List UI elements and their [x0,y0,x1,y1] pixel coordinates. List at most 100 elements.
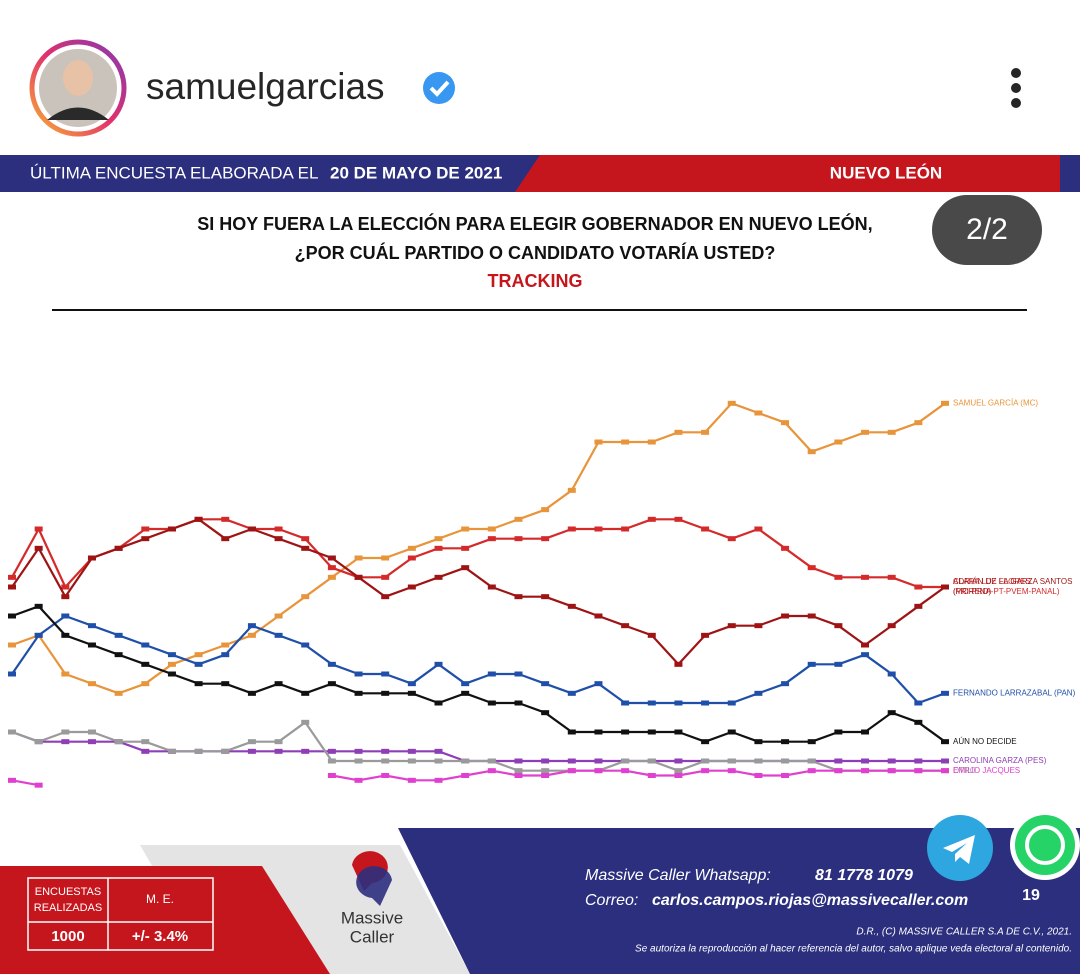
point [327,748,336,754]
more-menu[interactable] [1011,68,1021,108]
point [301,719,310,725]
point [887,574,896,580]
logo-icon [356,866,392,906]
point [781,613,790,619]
avatar-suit [47,107,109,120]
series-line [11,721,945,772]
note: Se autoriza la reproducción al hacer ref… [635,944,1072,955]
point [834,439,843,445]
point [274,739,283,745]
table-header: M. E. [146,892,174,906]
point [514,594,523,600]
series-party: (MORENA-PT-PVEM-PANAL) [953,587,1060,596]
series-line [11,614,946,705]
point [167,671,176,677]
table-header: REALIZADAS [34,902,102,914]
point [727,536,736,542]
point [354,777,363,783]
point [61,584,70,590]
point [541,758,550,764]
point [434,545,443,551]
point [87,729,96,735]
chart-subtitle: TRACKING [488,271,583,291]
point [461,690,470,696]
point [221,516,230,522]
point [647,729,656,735]
banner-date: 20 DE MAYO DE 2021 [330,163,502,182]
point [834,623,843,629]
point [621,729,630,735]
point [541,710,550,716]
point [807,661,816,667]
point [167,661,176,667]
point [407,681,416,687]
avatar-face [63,60,93,96]
point [354,574,363,580]
point [141,526,150,532]
point [141,748,150,754]
point [674,429,683,435]
point [274,632,283,638]
point [754,690,763,696]
point [887,429,896,435]
page-indicator: 2/2 [966,213,1008,246]
point [141,536,150,542]
point [274,748,283,754]
verified-badge [423,72,455,104]
point [861,768,870,774]
point [594,768,603,774]
series-label: EMILIO JACQUES [953,766,1020,775]
point [354,690,363,696]
point [914,768,923,774]
point [461,545,470,551]
point [621,623,630,629]
point [914,719,923,725]
point [327,565,336,571]
point [834,758,843,764]
telegram-icon[interactable] [927,815,993,881]
point [834,661,843,667]
point [941,690,949,696]
point [301,642,310,648]
point [407,777,416,783]
point [354,555,363,561]
point [701,429,710,435]
point [674,661,683,667]
point [167,748,176,754]
point [914,700,923,706]
username[interactable]: samuelgarcias [146,66,385,107]
point [327,758,336,764]
avatar-ring[interactable] [29,39,127,137]
point [754,623,763,629]
point [701,700,710,706]
point [407,748,416,754]
point [247,739,256,745]
point [301,536,310,542]
point [647,700,656,706]
point [487,536,496,542]
point [674,516,683,522]
point [381,773,390,778]
series-line [11,402,946,695]
point [381,758,390,764]
point [754,410,763,416]
point [834,574,843,580]
point [434,700,443,706]
point [274,536,283,542]
point [327,661,336,667]
point [621,439,630,445]
point [807,739,816,745]
point [114,545,123,551]
point [34,739,43,745]
point [727,729,736,735]
point [594,729,603,735]
point [461,565,470,571]
banner-red [515,155,1060,192]
stats-table [27,877,214,951]
point [487,584,496,590]
point [887,623,896,629]
whatsapp-icon [1015,815,1075,875]
point [727,700,736,706]
point [594,758,603,764]
point [861,758,870,764]
